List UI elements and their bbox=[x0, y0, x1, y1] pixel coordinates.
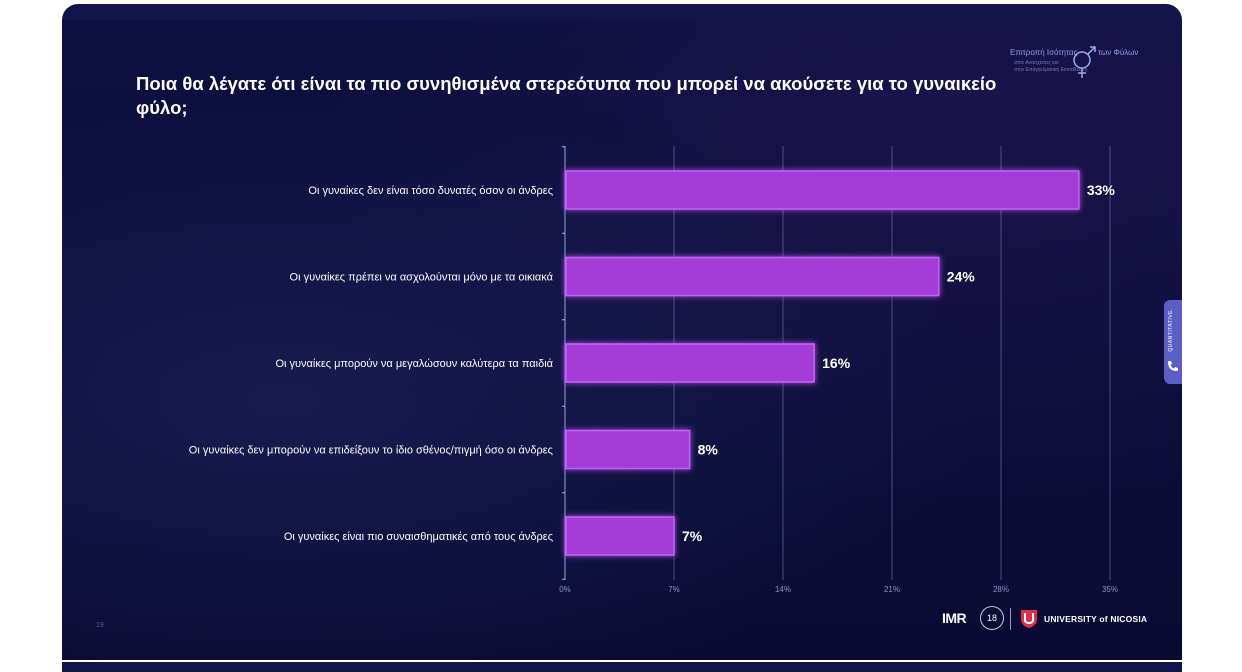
value-label: 7% bbox=[682, 528, 703, 544]
x-tick-label: 21% bbox=[884, 585, 900, 594]
top-strip bbox=[62, 4, 1182, 20]
category-label: Οι γυναίκες δεν μπορούν να επιδείξουν το… bbox=[189, 445, 553, 457]
anniversary-badge: 18 bbox=[980, 606, 1004, 630]
university-shield-icon bbox=[1021, 610, 1037, 628]
gender-symbol-icon bbox=[1073, 46, 1096, 78]
logo-line-1: Επιτροπή Ισότητας bbox=[1010, 48, 1078, 57]
bar bbox=[565, 516, 675, 556]
side-tab-label: QUANTITATIVE bbox=[1168, 310, 1174, 352]
bar bbox=[565, 343, 815, 383]
category-label: Οι γυναίκες είναι πιο συναισθηματικές απ… bbox=[284, 531, 553, 543]
slide: Ποια θα λέγατε ότι είναι τα πιο συνηθισμ… bbox=[62, 20, 1182, 660]
bar-chart: 0% 7% 14% 21% 28% 35% Οι γυναίκες δεν είναι τό… bbox=[189, 146, 1118, 594]
footer-logos: IMR 18 UNIVERSITY of NICOSIA bbox=[942, 606, 1162, 632]
x-tick-label: 7% bbox=[668, 585, 680, 594]
x-tick-label: 35% bbox=[1102, 585, 1118, 594]
value-label: 16% bbox=[822, 355, 851, 371]
logo-line-4: στην Επαγγελματική Εκπαίδευση bbox=[1014, 67, 1088, 73]
page-number: 19 bbox=[96, 622, 104, 629]
imr-label: IMR bbox=[942, 610, 967, 626]
value-label: 8% bbox=[698, 442, 719, 458]
category-label: Οι γυναίκες πρέπει να ασχολούνται μόνο μ… bbox=[290, 272, 554, 284]
value-label: 24% bbox=[947, 269, 976, 285]
logo-line-2: των Φύλων bbox=[1098, 48, 1139, 57]
chart-title: Ποια θα λέγατε ότι είναι τα πιο συνηθισμ… bbox=[136, 73, 997, 118]
category-label: Οι γυναίκες μπορούν να μεγαλώσουν καλύτε… bbox=[275, 358, 553, 370]
gender-equality-committee-logo: Επιτροπή Ισότητας των Φύλων στον Ανασχέσ… bbox=[1002, 42, 1182, 92]
phone-icon bbox=[1168, 361, 1178, 371]
logo-separator bbox=[1010, 608, 1011, 630]
logo-line-3: στον Ανασχέσεις και bbox=[1014, 60, 1059, 66]
imr-logo: IMR bbox=[942, 610, 967, 626]
x-tick-label: 14% bbox=[775, 585, 791, 594]
quantitative-side-tab[interactable]: QUANTITATIVE bbox=[1164, 300, 1182, 384]
bar bbox=[565, 256, 940, 297]
category-label: Οι γυναίκες δεν είναι τόσο δυνατές όσον … bbox=[308, 185, 553, 197]
bar bbox=[565, 170, 1080, 210]
bar bbox=[565, 429, 691, 470]
x-tick-label: 0% bbox=[559, 585, 571, 594]
value-label: 33% bbox=[1087, 182, 1116, 198]
university-of-nicosia-label: UNIVERSITY of NICOSIA bbox=[1044, 614, 1148, 624]
bottom-strip bbox=[62, 662, 1182, 672]
x-tick-label: 28% bbox=[993, 585, 1009, 594]
